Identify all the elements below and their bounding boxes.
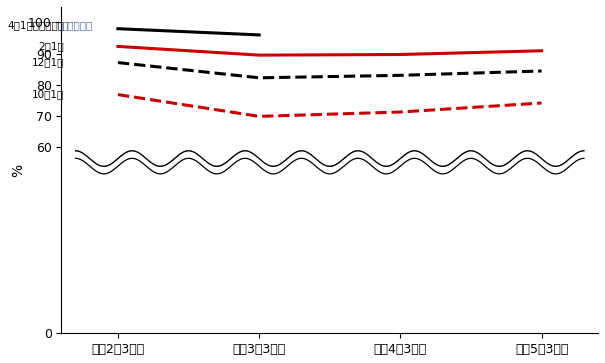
Text: 10月1日: 10月1日 bbox=[32, 90, 64, 99]
Text: 12月1日: 12月1日 bbox=[32, 58, 64, 68]
Y-axis label: %: % bbox=[11, 164, 25, 177]
Text: 4月1日（就職率）: 4月1日（就職率） bbox=[7, 21, 64, 30]
Text: （就職率）: （就職率） bbox=[61, 21, 93, 30]
Text: 2月1日: 2月1日 bbox=[39, 41, 64, 52]
